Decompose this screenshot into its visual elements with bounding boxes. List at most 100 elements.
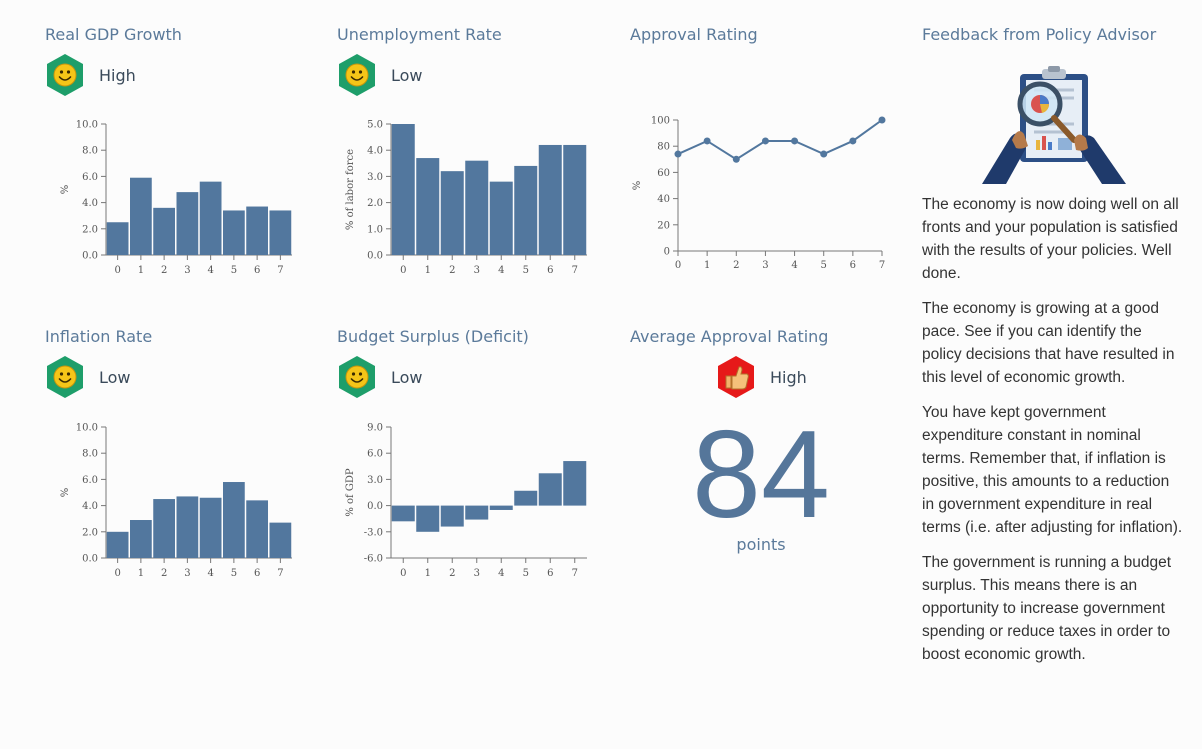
bar [489,505,513,510]
budget-title: Budget Surplus (Deficit) [337,327,529,346]
x-tick-label: 5 [231,568,237,579]
x-tick-label: 3 [762,260,768,271]
x-tick-label: 2 [449,568,455,579]
bar [416,505,440,532]
bar [246,206,268,255]
y-tick-label: 2.0 [82,224,98,235]
x-tick-label: 5 [523,265,529,276]
y-tick-label: 5.0 [367,120,383,131]
bar [416,158,440,255]
clipboard-magnifier-icon [982,64,1126,186]
x-tick-label: 4 [498,265,504,276]
y-axis-label: % of GDP [345,468,356,517]
bar [391,124,415,255]
series-line [677,119,883,161]
bar [514,490,538,506]
bar [223,482,245,558]
inflation-title: Inflation Rate [45,327,153,346]
x-tick-label: 1 [138,568,144,579]
unemployment-chart: 0.0 1.0 2.0 3.0 4.0 5.0 % of labor force 0 1 2 3 4 5… [325,112,595,282]
bar [391,505,415,522]
y-tick-label: 2.0 [367,198,383,209]
x-tick-label: 2 [449,265,455,276]
advisor-title: Feedback from Policy Advisor [922,25,1157,44]
unemployment-status-label: Low [391,65,423,85]
x-tick-label: 5 [231,265,237,276]
y-axis-label: % [60,185,71,195]
bar [106,531,129,558]
x-tick-label: 4 [207,568,213,579]
x-tick-label: 6 [254,568,260,579]
x-tick-label: 1 [425,265,431,276]
bar [199,497,222,558]
y-tick-label: 3.0 [367,172,383,183]
inflation-status-label: Low [99,367,131,387]
smiley-face-icon [45,53,85,97]
average-approval-status-label: High [770,367,807,387]
budget-chart: -6.0 -3.0 0.0 3.0 6.0 9.0 % of GDP 0 1 2 3 4 5 6 7 [325,415,595,585]
x-tick-label: 0 [675,260,681,271]
y-tick-label: -6.0 [364,554,383,565]
gdp-status-label: High [99,65,136,85]
y-tick-label: 0.0 [367,501,383,512]
x-tick-label: 1 [704,260,710,271]
bar [489,181,513,255]
average-approval-title: Average Approval Rating [630,327,829,346]
bar [538,144,562,255]
y-tick-label: 8.0 [82,449,98,460]
y-tick-label: 4.0 [82,198,98,209]
bar [130,520,152,558]
bar [465,505,489,520]
smiley-face-icon [337,53,377,97]
x-tick-label: 5 [821,260,827,271]
bar [563,461,587,506]
y-axis-label: % [632,181,643,191]
average-approval-status: High [716,355,807,399]
y-axis-label: % [60,488,71,498]
x-tick-label: 5 [523,568,529,579]
y-tick-label: 9.0 [367,423,383,434]
smiley-face-icon [45,355,85,399]
x-tick-label: 3 [474,568,480,579]
inflation-status: Low [45,355,131,399]
x-tick-label: 0 [400,265,406,276]
x-tick-label: 6 [547,265,553,276]
x-tick-label: 7 [572,568,578,579]
x-tick-label: 7 [572,265,578,276]
y-tick-label: 1.0 [367,224,383,235]
x-tick-label: 4 [498,568,504,579]
smiley-face-icon [337,355,377,399]
advisor-paragraph: You have kept government expenditure con… [922,404,1183,536]
x-tick-label: 7 [277,568,283,579]
thumbs-up-icon [716,355,756,399]
bar [538,473,562,506]
budget-status: Low [337,355,423,399]
x-tick-label: 3 [474,265,480,276]
y-tick-label: 6.0 [82,475,98,486]
bar [153,207,175,255]
y-tick-label: 80 [657,142,670,153]
advisor-paragraph: The economy is now doing well on all fro… [922,196,1179,282]
x-tick-label: 0 [114,568,120,579]
gdp-title: Real GDP Growth [45,25,182,44]
y-tick-label: 4.0 [82,501,98,512]
x-tick-label: 3 [184,265,190,276]
bar [153,499,175,558]
data-point [703,137,711,145]
bar [514,165,538,255]
y-tick-label: 60 [657,168,670,179]
data-point [732,155,740,163]
y-tick-label: -3.0 [364,527,383,538]
gdp-chart: 0.0 2.0 4.0 6.0 8.0 10.0% 0 1 2 3 4 5 6 7 [40,112,300,282]
budget-status-label: Low [391,367,423,387]
x-tick-label: 4 [791,260,797,271]
bar [465,160,489,255]
y-tick-label: 40 [657,194,670,205]
bar [269,522,292,558]
approval-chart: 0 20 40 60 80 100% 0 1 2 3 4 5 6 7 [620,108,890,280]
bar [223,210,245,255]
inflation-chart: 0.0 2.0 4.0 6.0 8.0 10.0% 0 1 2 3 4 5 6 7 [40,415,300,585]
bar [199,181,222,255]
y-tick-label: 2.0 [82,527,98,538]
bar [106,222,129,255]
